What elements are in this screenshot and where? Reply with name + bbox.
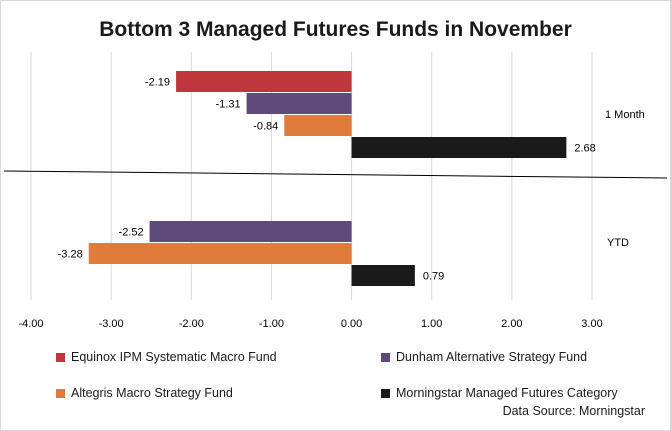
- data-labels: -2.19 -1.31 -2.52 -0.84 -3.28 2.68 0.79: [58, 77, 596, 283]
- group-label: YTD: [607, 237, 629, 249]
- group-label: 1 Month: [605, 109, 645, 121]
- legend-swatch: [381, 352, 390, 362]
- legend-label: Equinox IPM Systematic Macro Fund: [71, 350, 277, 364]
- data-label: -2.52: [119, 227, 144, 239]
- legend-swatch: [381, 388, 390, 398]
- group-labels: 1 Month YTD: [605, 109, 645, 249]
- legend-label: Morningstar Managed Futures Category: [396, 386, 618, 400]
- bar: [246, 93, 352, 114]
- data-label: -2.19: [145, 77, 170, 89]
- legend-item-dunham: Dunham Alternative Strategy Fund: [381, 350, 587, 364]
- legend-item-morningstar: Morningstar Managed Futures Category: [381, 386, 618, 400]
- bar: [284, 115, 352, 136]
- x-axis-ticks: -4.00 -3.00 -2.00 -1.00 0.00 1.00 2.00 3.00: [18, 318, 602, 330]
- data-source-note: Data Source: Morningstar: [502, 404, 645, 418]
- data-label: -1.31: [216, 99, 241, 111]
- legend-swatch: [56, 352, 65, 362]
- x-tick-label: 1.00: [421, 318, 442, 330]
- legend-swatch: [56, 388, 65, 398]
- x-tick-label: -1.00: [259, 318, 284, 330]
- legend-item-altegris: Altegris Macro Strategy Fund: [56, 386, 233, 400]
- chart-title: Bottom 3 Managed Futures Funds in Novemb…: [99, 18, 572, 41]
- bar: [149, 221, 352, 242]
- legend-item-equinox: Equinox IPM Systematic Macro Fund: [56, 350, 277, 364]
- x-tick-label: -2.00: [179, 318, 204, 330]
- data-label: -0.84: [253, 121, 278, 133]
- data-label: 2.68: [574, 143, 595, 155]
- bar: [351, 137, 567, 158]
- group-separator: [3, 170, 668, 179]
- x-tick-label: 2.00: [501, 318, 522, 330]
- x-tick-label: -4.00: [18, 318, 43, 330]
- bar: [351, 265, 415, 286]
- data-label: -3.28: [58, 249, 83, 261]
- x-tick-label: 0.00: [341, 318, 362, 330]
- bar: [176, 71, 352, 92]
- x-tick-label: 3.00: [581, 318, 602, 330]
- legend-label: Altegris Macro Strategy Fund: [71, 386, 233, 400]
- x-tick-label: -3.00: [99, 318, 124, 330]
- data-label: 0.79: [423, 271, 444, 283]
- bar: [88, 243, 352, 264]
- legend-label: Dunham Alternative Strategy Fund: [396, 350, 588, 364]
- bars: [88, 71, 567, 286]
